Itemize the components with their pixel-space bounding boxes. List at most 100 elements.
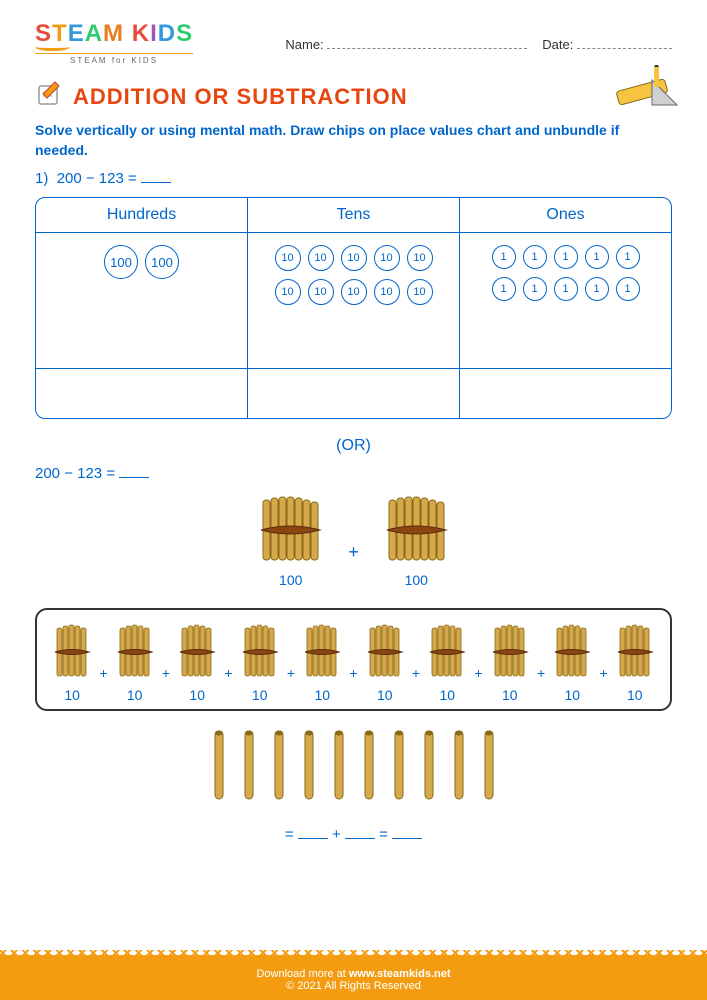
bundle-label: 10 (627, 687, 643, 703)
logo-subtitle: STEAM for KIDS (35, 53, 193, 65)
bundle-100: 100 (379, 492, 454, 588)
problem-1-alt: 200 − 123 = (35, 465, 672, 482)
answer-final[interactable] (392, 826, 422, 839)
bundle-label: 10 (127, 687, 143, 703)
bundle-label: 10 (189, 687, 205, 703)
single-stick-icon (483, 729, 495, 806)
bundle-10: 10 (483, 622, 537, 703)
chip-100: 100 (104, 245, 138, 279)
plus-sign: + (412, 665, 420, 681)
single-stick-icon (423, 729, 435, 806)
single-stick-icon (363, 729, 375, 806)
chip-1: 1 (554, 277, 578, 301)
bundle-10: 10 (545, 622, 599, 703)
hundreds-bundles-row: 100 + 100 (35, 492, 672, 588)
table-header-row: Hundreds Tens Ones (36, 198, 671, 233)
bundle-10: 10 (608, 622, 662, 703)
answer-part-2[interactable] (345, 826, 375, 839)
pencil-notepad-icon (35, 80, 63, 113)
alt-expression: 200 − 123 = (35, 465, 115, 482)
chip-1: 1 (492, 277, 516, 301)
header-row: STEAM KIDS STEAM for KIDS Name: Date: (35, 20, 672, 65)
ruler-tools-icon (612, 65, 682, 120)
chip-10: 10 (341, 245, 367, 271)
name-label: Name: (285, 37, 323, 52)
name-input-line[interactable] (327, 34, 527, 49)
table-chip-row: 100 100 10 10 10 10 10 10 10 (36, 233, 671, 368)
page-footer: Download more at www.steamkids.net © 202… (0, 958, 707, 1000)
bundle-label: 10 (64, 687, 80, 703)
bundle-10: 10 (358, 622, 412, 703)
header-ones: Ones (460, 198, 671, 233)
bundle-label: 10 (439, 687, 455, 703)
problem-number: 1) (35, 170, 48, 187)
bundle-label: 10 (377, 687, 393, 703)
instruction-text: Solve vertically or using mental math. D… (35, 121, 672, 160)
chip-10: 10 (308, 245, 334, 271)
chip-10: 10 (308, 279, 334, 305)
problem-expression: 200 − 123 = (57, 170, 137, 187)
or-divider: (OR) (35, 437, 672, 455)
tens-bundle-box: 10+10+10+10+10+10+10+10+10+10 (35, 608, 672, 711)
place-value-table: Hundreds Tens Ones 100 100 10 10 10 10 (35, 197, 672, 419)
worksheet-title: ADDITION OR SUBTRACTION (73, 84, 408, 110)
chip-10: 10 (275, 245, 301, 271)
name-date-fields: Name: Date: (285, 34, 672, 52)
chip-1: 1 (523, 277, 547, 301)
answer-blank-1[interactable] (141, 170, 171, 183)
header-hundreds: Hundreds (36, 198, 248, 233)
footer-copyright: © 2021 All Rights Reserved (0, 980, 707, 992)
single-stick-icon (273, 729, 285, 806)
plus-sign: + (287, 665, 295, 681)
bundle-10: 10 (170, 622, 224, 703)
single-stick-icon (453, 729, 465, 806)
hundreds-cell: 100 100 (36, 233, 248, 368)
plus-sign: + (349, 665, 357, 681)
single-stick-icon (333, 729, 345, 806)
header-tens: Tens (248, 198, 460, 233)
answer-part-1[interactable] (298, 826, 328, 839)
date-input-line[interactable] (577, 34, 672, 49)
chip-10: 10 (407, 245, 433, 271)
problem-1: 1) 200 − 123 = (35, 170, 672, 187)
plus-sign: + (348, 542, 359, 563)
bundle-10: 10 (45, 622, 99, 703)
bundle-10: 10 (295, 622, 349, 703)
chip-10: 10 (275, 279, 301, 305)
title-row: ADDITION OR SUBTRACTION (35, 80, 672, 113)
chip-10: 10 (374, 245, 400, 271)
footer-download: Download more at (256, 968, 345, 980)
chip-10: 10 (374, 279, 400, 305)
plus-sign: + (599, 665, 607, 681)
answer-blank-2[interactable] (119, 465, 149, 478)
plus-sign: + (537, 665, 545, 681)
single-stick-icon (243, 729, 255, 806)
chip-1: 1 (616, 277, 640, 301)
bundle-10: 10 (108, 622, 162, 703)
bundle-label: 100 (405, 572, 428, 588)
chip-10: 10 (341, 279, 367, 305)
footer-url: www.steamkids.net (349, 968, 451, 980)
chip-1: 1 (523, 245, 547, 269)
ones-sticks-row (35, 729, 672, 806)
logo: STEAM KIDS STEAM for KIDS (35, 20, 193, 65)
chip-100: 100 (145, 245, 179, 279)
plus-sign: + (224, 665, 232, 681)
chip-1: 1 (492, 245, 516, 269)
bundle-10: 10 (420, 622, 474, 703)
bundle-100: 100 (253, 492, 328, 588)
plus-sign: + (162, 665, 170, 681)
bundle-10: 10 (233, 622, 287, 703)
tens-cell: 10 10 10 10 10 10 10 10 10 10 (248, 233, 460, 368)
plus-sign: + (474, 665, 482, 681)
bundle-label: 100 (279, 572, 302, 588)
single-stick-icon (303, 729, 315, 806)
bundle-label: 10 (314, 687, 330, 703)
date-label: Date: (542, 37, 573, 52)
hundred-bundle-icon (253, 492, 328, 567)
chip-1: 1 (585, 245, 609, 269)
ones-cell: 1 1 1 1 1 1 1 1 1 1 (460, 233, 671, 368)
single-stick-icon (393, 729, 405, 806)
bundle-label: 10 (502, 687, 518, 703)
table-work-row[interactable] (36, 368, 671, 418)
